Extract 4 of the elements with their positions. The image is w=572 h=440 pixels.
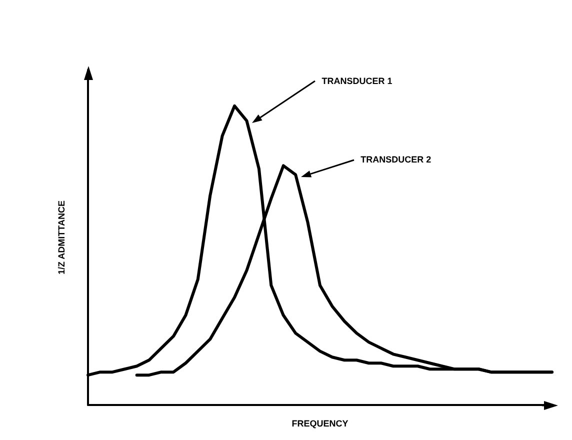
text: TRANSDUCER 2	[360, 154, 432, 165]
x-axis-title: FREQUENCY	[292, 418, 348, 428]
text: TRANSDUCER 1	[322, 76, 392, 86]
y-axis-title: 1/Z ADMITTANCE	[56, 200, 66, 274]
